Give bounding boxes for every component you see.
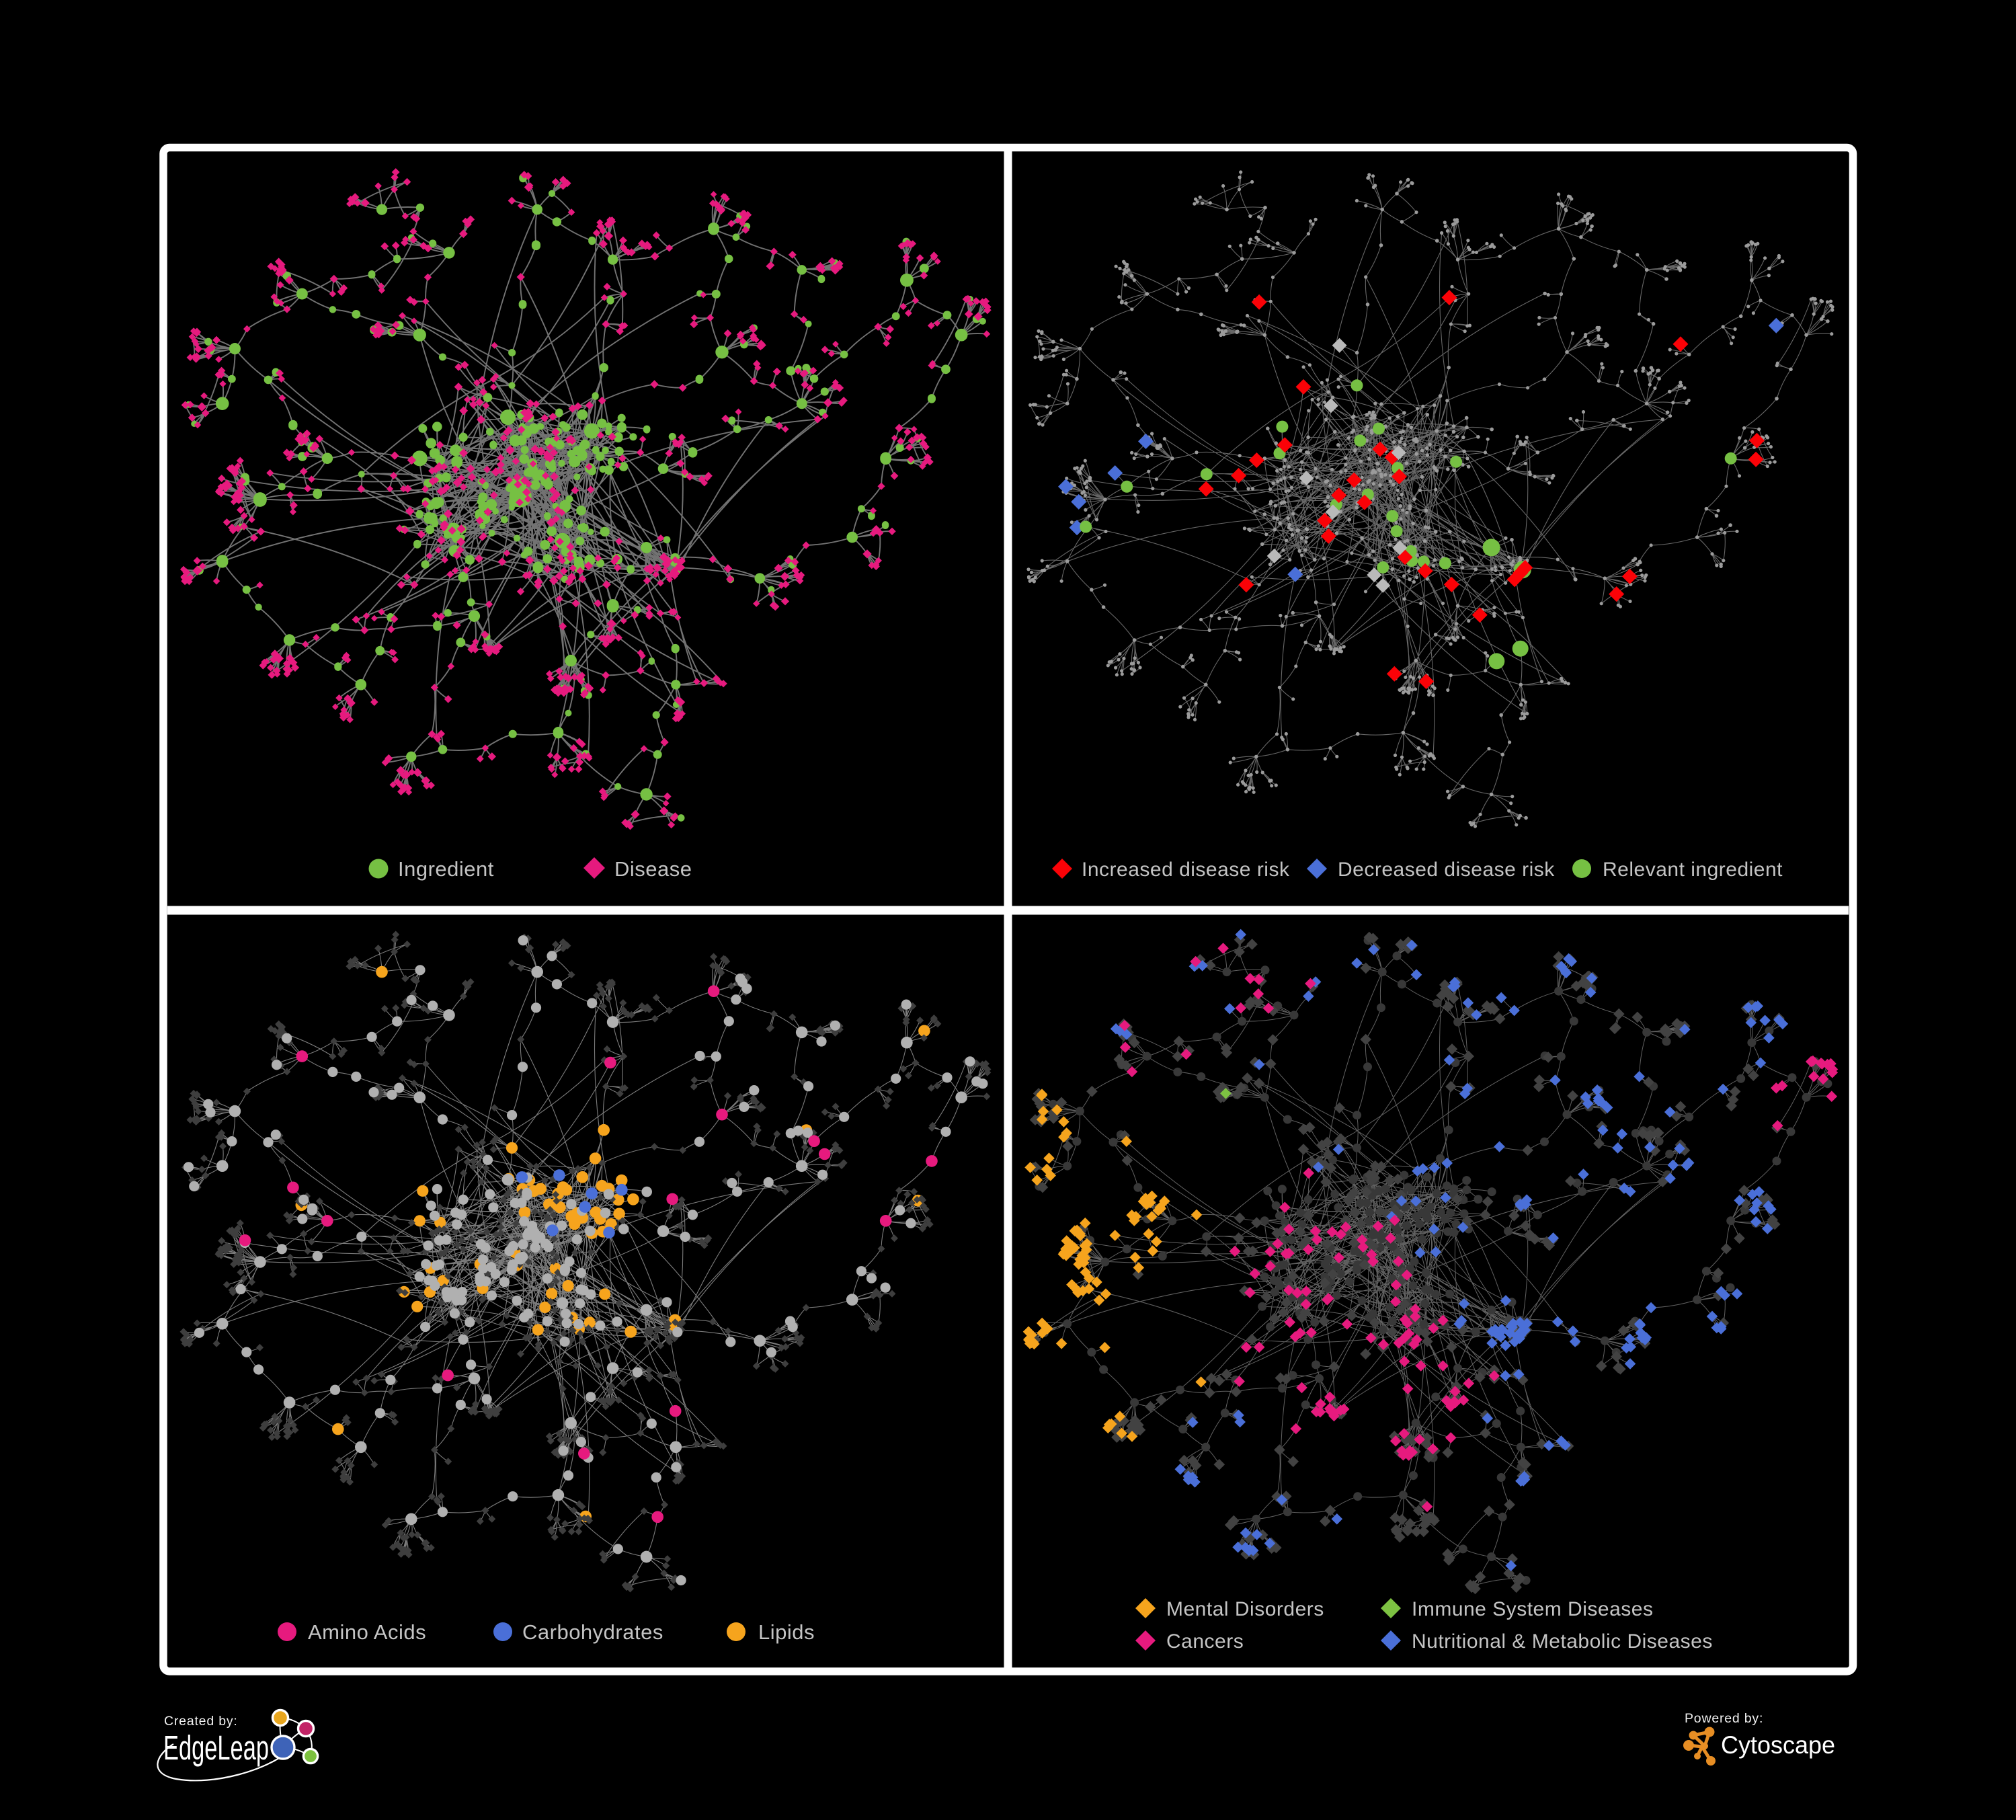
svg-text:Increased disease risk: Increased disease risk [1082,859,1290,881]
svg-text:EdgeLeap: EdgeLeap [163,1729,269,1767]
svg-text:Ingredient: Ingredient [398,857,494,881]
svg-text:Cytoscape: Cytoscape [1721,1731,1835,1759]
svg-text:Lipids: Lipids [758,1620,815,1644]
svg-text:Cancers: Cancers [1166,1630,1244,1653]
svg-text:Immune System Diseases: Immune System Diseases [1412,1598,1653,1620]
svg-text:Powered by:: Powered by: [1685,1711,1763,1726]
svg-text:Created by:: Created by: [164,1714,238,1729]
svg-text:Relevant ingredient: Relevant ingredient [1603,859,1783,881]
svg-text:Carbohydrates: Carbohydrates [522,1620,663,1644]
svg-text:Disease: Disease [614,857,692,881]
svg-text:Nutritional & Metabolic Diseas: Nutritional & Metabolic Diseases [1412,1630,1713,1653]
svg-text:Mental Disorders: Mental Disorders [1166,1598,1324,1620]
svg-text:Decreased disease risk: Decreased disease risk [1338,859,1555,881]
svg-text:Amino Acids: Amino Acids [308,1620,426,1644]
